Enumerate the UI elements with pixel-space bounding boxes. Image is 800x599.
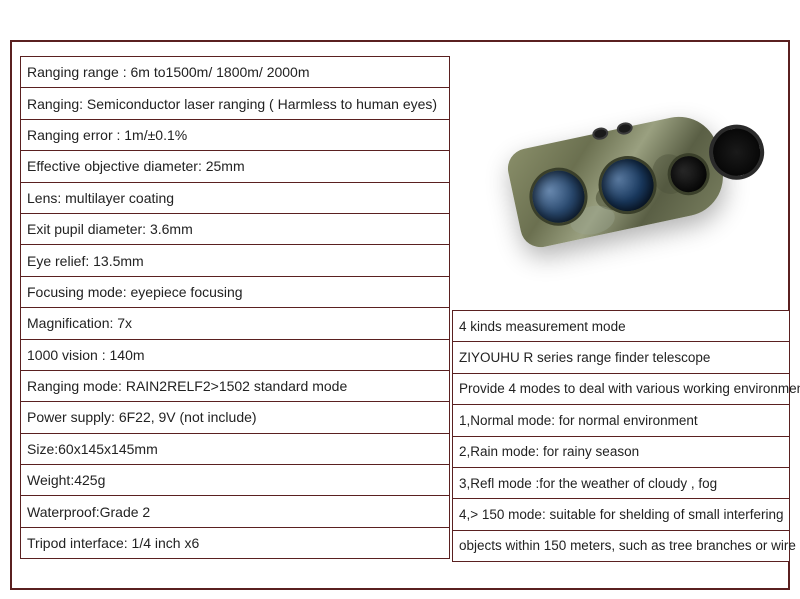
spec-row: Exit pupil diameter: 3.6mm [20, 213, 450, 245]
spec-row: Eye relief: 13.5mm [20, 244, 450, 276]
mode-text: objects within 150 meters, such as tree … [459, 538, 800, 553]
mode-row: ZIYOUHU R series range finder telescope [452, 341, 790, 373]
spec-text: Waterproof:Grade 2 [27, 504, 150, 520]
mode-row: 4 kinds measurement mode [452, 310, 790, 342]
spec-row: Tripod interface: 1/4 inch x6 [20, 527, 450, 559]
mode-text: 4 kinds measurement mode [459, 319, 626, 334]
mode-text: 1,Normal mode: for normal environment [459, 413, 698, 428]
spec-row: Focusing mode: eyepiece focusing [20, 276, 450, 308]
spec-row: Size:60x145x145mm [20, 433, 450, 465]
mode-text: ZIYOUHU R series range finder telescope [459, 350, 710, 365]
spec-row: Ranging range : 6m to1500m/ 1800m/ 2000m [20, 56, 450, 88]
spec-text: Effective objective diameter: 25mm [27, 158, 245, 174]
spec-text: Ranging: Semiconductor laser ranging ( H… [27, 96, 437, 112]
mode-row: 1,Normal mode: for normal environment [452, 404, 790, 436]
spec-text: Tripod interface: 1/4 inch x6 [27, 535, 199, 551]
spec-row: Magnification: 7x [20, 307, 450, 339]
specs-table: Ranging range : 6m to1500m/ 1800m/ 2000m… [20, 56, 450, 558]
spec-row: Power supply: 6F22, 9V (not include) [20, 401, 450, 433]
spec-row: Ranging error : 1m/±0.1% [20, 119, 450, 151]
mode-row: 4,> 150 mode: suitable for shelding of s… [452, 498, 790, 530]
spec-row: Weight:425g [20, 464, 450, 496]
mode-text: 3,Refl mode :for the weather of cloudy ,… [459, 476, 717, 491]
spec-text: Ranging range : 6m to1500m/ 1800m/ 2000m [27, 64, 310, 80]
mode-text: Provide 4 modes to deal with various wor… [459, 381, 800, 396]
spec-row: Waterproof:Grade 2 [20, 495, 450, 527]
spec-text: Power supply: 6F22, 9V (not include) [27, 409, 257, 425]
spec-text: Magnification: 7x [27, 315, 132, 331]
spec-text: Size:60x145x145mm [27, 441, 158, 457]
mode-row: objects within 150 meters, such as tree … [452, 530, 790, 562]
mode-row: 3,Refl mode :for the weather of cloudy ,… [452, 467, 790, 499]
spec-text: Weight:425g [27, 472, 105, 488]
modes-table: 4 kinds measurement mode ZIYOUHU R serie… [452, 310, 790, 561]
rangefinder-device [500, 84, 764, 271]
spec-row: Ranging mode: RAIN2RELF2>1502 standard m… [20, 370, 450, 402]
spec-row: Effective objective diameter: 25mm [20, 150, 450, 182]
spec-text: Lens: multilayer coating [27, 190, 174, 206]
mode-text: 4,> 150 mode: suitable for shelding of s… [459, 507, 784, 522]
mode-row: Provide 4 modes to deal with various wor… [452, 373, 790, 405]
spec-text: Ranging mode: RAIN2RELF2>1502 standard m… [27, 378, 347, 394]
mode-row: 2,Rain mode: for rainy season [452, 436, 790, 468]
spec-text: Eye relief: 13.5mm [27, 253, 144, 269]
spec-row: 1000 vision : 140m [20, 339, 450, 371]
product-image [472, 67, 772, 277]
spec-row: Lens: multilayer coating [20, 182, 450, 214]
spec-text: 1000 vision : 140m [27, 347, 145, 363]
spec-text: Focusing mode: eyepiece focusing [27, 284, 243, 300]
spec-text: Exit pupil diameter: 3.6mm [27, 221, 193, 237]
mode-text: 2,Rain mode: for rainy season [459, 444, 639, 459]
spec-row: Ranging: Semiconductor laser ranging ( H… [20, 87, 450, 119]
spec-sheet-frame: Ranging range : 6m to1500m/ 1800m/ 2000m… [10, 40, 790, 590]
spec-text: Ranging error : 1m/±0.1% [27, 127, 187, 143]
